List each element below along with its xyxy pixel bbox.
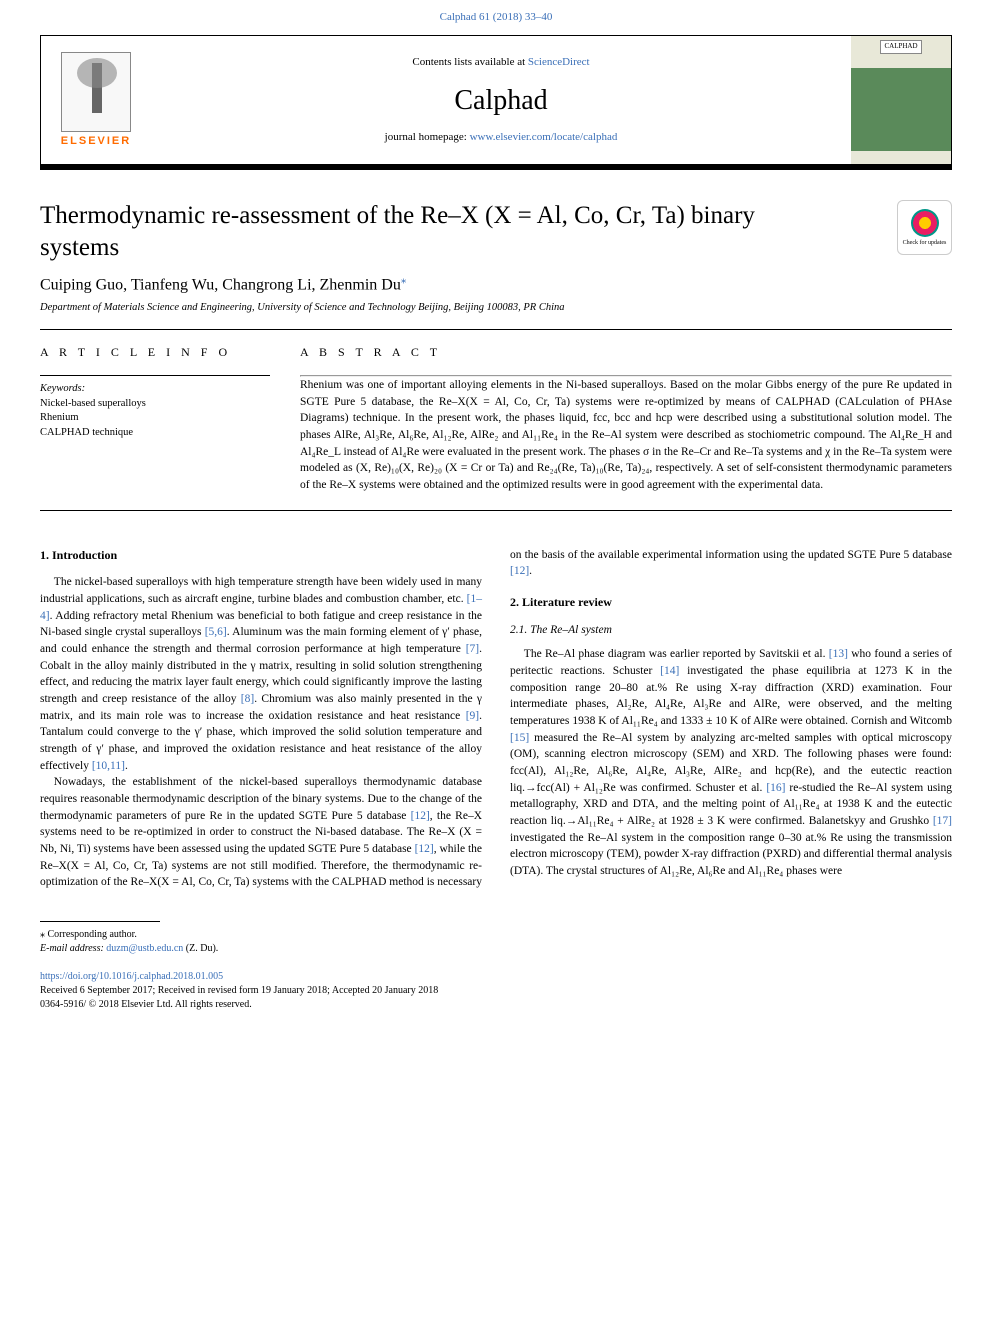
- sciencedirect-link[interactable]: ScienceDirect: [528, 56, 590, 68]
- header-center: Contents lists available at ScienceDirec…: [151, 47, 851, 153]
- abstract-text: Rhenium was one of important alloying el…: [300, 377, 952, 494]
- email-line: E-mail address: duzm@ustb.edu.cn (Z. Du)…: [40, 942, 952, 956]
- keyword-item: Nickel-based superalloys: [40, 397, 270, 412]
- journal-header: ELSEVIER Contents lists available at Sci…: [40, 35, 952, 165]
- footnote-divider: [40, 921, 160, 922]
- check-updates-label: Check for updates: [903, 239, 947, 247]
- journal-citation: Calphad 61 (2018) 33–40: [0, 0, 992, 35]
- authors-list: Cuiping Guo, Tianfeng Wu, Changrong Li, …: [40, 276, 401, 293]
- journal-title: Calphad: [159, 81, 843, 120]
- check-updates-badge[interactable]: Check for updates: [897, 200, 952, 255]
- received-dates: Received 6 September 2017; Received in r…: [40, 984, 952, 998]
- article-info-heading: A R T I C L E I N F O: [40, 344, 270, 361]
- ref-link[interactable]: [9]: [466, 710, 479, 722]
- email-suffix: (Z. Du).: [183, 943, 218, 954]
- ref-link[interactable]: [10,11]: [92, 760, 125, 772]
- email-label: E-mail address:: [40, 943, 106, 954]
- crossmark-icon: [911, 209, 939, 237]
- homepage-line: journal homepage: www.elsevier.com/locat…: [159, 130, 843, 145]
- elsevier-tree-icon: [61, 52, 131, 132]
- info-divider: [40, 375, 270, 376]
- text: The nickel-based superalloys with high t…: [40, 576, 482, 605]
- abstract-heading: A B S T R A C T: [300, 344, 952, 361]
- keyword-item: CALPHAD technique: [40, 426, 270, 441]
- article-title: Thermodynamic re-assessment of the Re–X …: [40, 200, 800, 263]
- ref-link[interactable]: [14]: [660, 665, 679, 677]
- paragraph: The nickel-based superalloys with high t…: [40, 574, 482, 774]
- email-link[interactable]: duzm@ustb.edu.cn: [106, 943, 183, 954]
- authors: Cuiping Guo, Tianfeng Wu, Changrong Li, …: [40, 273, 952, 297]
- header-divider: [40, 165, 952, 170]
- ref-link[interactable]: [8]: [241, 693, 254, 705]
- homepage-prefix: journal homepage:: [385, 131, 470, 143]
- ref-link[interactable]: [15]: [510, 732, 529, 744]
- copyright: 0364-5916/ © 2018 Elsevier Ltd. All righ…: [40, 998, 952, 1012]
- section-heading-litreview: 2. Literature review: [510, 594, 952, 611]
- ref-link[interactable]: [7]: [466, 643, 479, 655]
- doi-line: https://doi.org/10.1016/j.calphad.2018.0…: [40, 970, 952, 984]
- ref-link[interactable]: [16]: [766, 782, 785, 794]
- corresponding-author: ⁎ Corresponding author.: [40, 928, 952, 942]
- text: .: [125, 760, 128, 772]
- abstract: A B S T R A C T Rhenium was one of impor…: [300, 344, 952, 494]
- ref-link[interactable]: [12]: [411, 810, 430, 822]
- homepage-link[interactable]: www.elsevier.com/locate/calphad: [470, 131, 618, 143]
- paragraph: The Re–Al phase diagram was earlier repo…: [510, 646, 952, 879]
- article-info: A R T I C L E I N F O Keywords: Nickel-b…: [40, 344, 270, 494]
- text: .: [529, 565, 532, 577]
- citation-link[interactable]: Calphad 61 (2018) 33–40: [440, 11, 553, 23]
- section-heading-intro: 1. Introduction: [40, 547, 482, 564]
- text: The Re–Al phase diagram was earlier repo…: [524, 648, 829, 660]
- contents-prefix: Contents lists available at: [412, 56, 527, 68]
- affiliation: Department of Materials Science and Engi…: [40, 301, 952, 316]
- contents-line: Contents lists available at ScienceDirec…: [159, 55, 843, 70]
- subsection-heading-real: 2.1. The Re–Al system: [510, 622, 952, 639]
- cover-label: CALPHAD: [880, 40, 921, 54]
- publisher-label: ELSEVIER: [61, 134, 131, 149]
- ref-link[interactable]: [5,6]: [205, 626, 227, 638]
- publisher-logo: ELSEVIER: [41, 36, 151, 164]
- ref-link[interactable]: [13]: [829, 648, 848, 660]
- text: investigated the Re–Al system in the com…: [510, 832, 952, 877]
- footer: ⁎ Corresponding author. E-mail address: …: [40, 921, 952, 1012]
- journal-cover-thumbnail: CALPHAD: [851, 36, 951, 164]
- divider-top: [40, 329, 952, 330]
- doi-link[interactable]: https://doi.org/10.1016/j.calphad.2018.0…: [40, 971, 223, 982]
- article-body: 1. Introduction The nickel-based superal…: [40, 547, 952, 891]
- keyword-item: Rhenium: [40, 411, 270, 426]
- ref-link[interactable]: [17]: [933, 815, 952, 827]
- divider-bottom: [40, 510, 952, 511]
- corresponding-mark[interactable]: ⁎: [401, 274, 407, 286]
- keywords-label: Keywords:: [40, 382, 270, 397]
- ref-link[interactable]: [12]: [415, 843, 434, 855]
- ref-link[interactable]: [12]: [510, 565, 529, 577]
